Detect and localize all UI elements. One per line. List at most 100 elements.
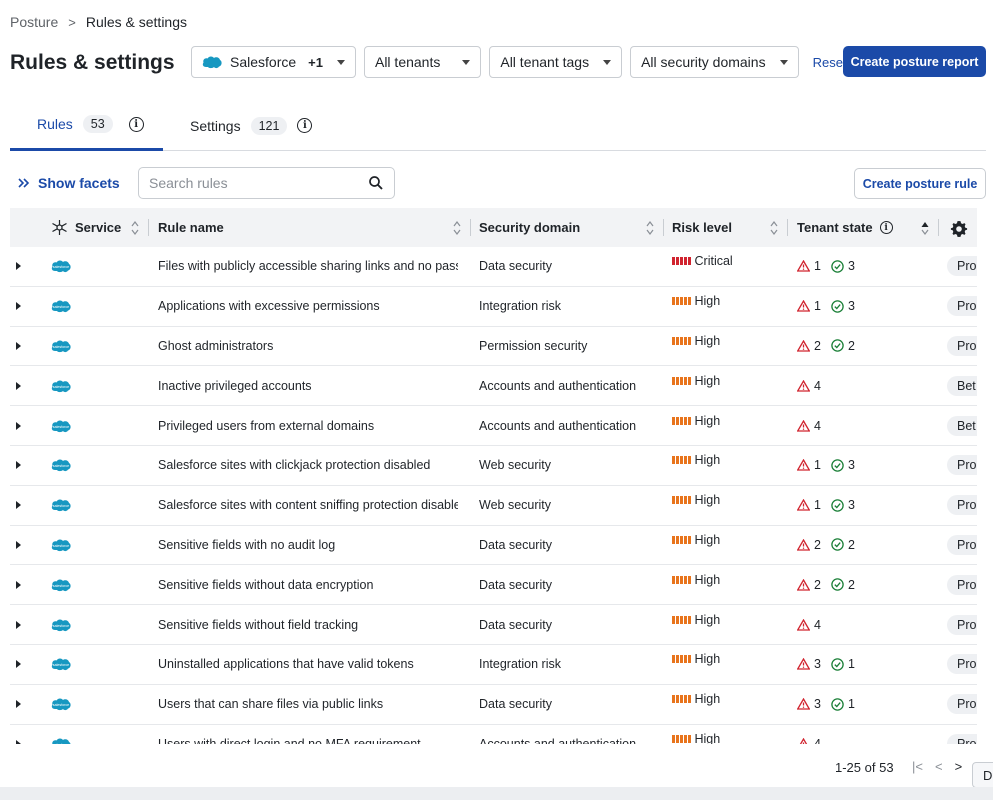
rule-name[interactable]: Users that can share files via public li… <box>158 697 384 712</box>
status-badge-label: Pro <box>947 296 977 317</box>
rule-name[interactable]: Users with direct login and no MFA requi… <box>158 736 421 744</box>
status-badge: Pro <box>947 685 977 724</box>
search-input[interactable] <box>149 175 368 191</box>
expand-row-icon[interactable] <box>16 685 24 724</box>
tab-rules[interactable]: Rules 53 i <box>10 100 163 151</box>
risk-level: High <box>672 441 720 480</box>
security-domain: Data security <box>479 577 552 592</box>
create-posture-rule-button[interactable]: Create posture rule <box>854 168 986 199</box>
tab-settings[interactable]: Settings 121 i <box>190 100 313 151</box>
security-domain: Integration risk <box>479 299 561 314</box>
rule-name[interactable]: Sensitive fields without field tracking <box>158 617 359 632</box>
table-row[interactable]: salesforce Privileged users from external… <box>10 406 977 446</box>
tenant-tags-filter[interactable]: All tenant tags <box>489 46 623 78</box>
column-tenant-state[interactable]: Tenant state i <box>797 208 893 247</box>
column-divider[interactable] <box>663 219 664 236</box>
info-icon[interactable]: i <box>297 118 313 133</box>
first-page-icon[interactable]: |< <box>912 759 923 774</box>
table-row[interactable]: salesforce Salesforce sites with content … <box>10 486 977 526</box>
show-facets-button[interactable]: Show facets <box>18 175 120 191</box>
sort-icon[interactable] <box>646 208 654 247</box>
security-domains-filter[interactable]: All security domains <box>630 46 799 78</box>
salesforce-icon <box>202 56 222 69</box>
column-divider[interactable] <box>470 219 471 236</box>
column-security-domain[interactable]: Security domain <box>479 208 580 247</box>
column-rule-name[interactable]: Rule name <box>158 208 224 247</box>
warning-count: 3 <box>814 657 821 672</box>
security-domain: Accounts and authentication <box>479 378 637 393</box>
rule-name[interactable]: Privileged users from external domains <box>158 418 375 433</box>
expand-row-icon[interactable] <box>16 565 24 604</box>
corner-tab[interactable]: D <box>972 762 993 788</box>
info-icon[interactable]: i <box>879 221 893 234</box>
sort-ascending-icon[interactable] <box>921 208 929 247</box>
table-row[interactable]: salesforce Uninstalled applications that … <box>10 645 977 685</box>
expand-row-icon[interactable] <box>16 327 24 366</box>
risk-bars-icon <box>672 336 691 345</box>
status-badge-label: Pro <box>947 614 977 635</box>
reset-link[interactable]: Reset <box>812 54 847 70</box>
horizontal-scrollbar[interactable] <box>0 787 993 800</box>
service-filter[interactable]: Salesforce +1 <box>191 46 356 78</box>
column-divider[interactable] <box>938 219 939 236</box>
expand-row-icon[interactable] <box>16 526 24 565</box>
tenants-filter[interactable]: All tenants <box>363 46 482 78</box>
info-icon[interactable]: i <box>128 116 144 132</box>
expand-row-icon[interactable] <box>16 366 24 405</box>
column-risk-level-label: Risk level <box>672 220 732 235</box>
search-icon[interactable] <box>368 175 384 191</box>
table-row[interactable]: salesforce Salesforce sites with clickjac… <box>10 446 977 486</box>
column-divider[interactable] <box>148 219 149 236</box>
table-row[interactable]: salesforce Users that can share files via… <box>10 685 977 725</box>
warning-count: 2 <box>814 577 821 592</box>
column-risk-level[interactable]: Risk level <box>672 208 732 247</box>
rule-name[interactable]: Files with publicly accessible sharing l… <box>158 259 458 274</box>
rule-name[interactable]: Applications with excessive permissions <box>158 299 380 314</box>
filter-bar: Salesforce +1 All tenants All tenant tag… <box>191 46 847 78</box>
rule-name[interactable]: Sensitive fields with no audit log <box>158 537 336 552</box>
rule-name[interactable]: Salesforce sites with clickjack protecti… <box>158 458 431 473</box>
rule-name[interactable]: Inactive privileged accounts <box>158 378 312 393</box>
table-row[interactable]: salesforce Files with publicly accessible… <box>10 247 977 287</box>
warning-icon <box>797 499 810 511</box>
sort-icon[interactable] <box>770 208 778 247</box>
create-posture-report-button[interactable]: Create posture report <box>843 46 986 77</box>
expand-row-icon[interactable] <box>16 486 24 525</box>
table-row[interactable]: salesforce Inactive privileged accounts Ac… <box>10 366 977 407</box>
expand-row-icon[interactable] <box>16 605 24 644</box>
svg-text:salesforce: salesforce <box>53 265 69 269</box>
gear-icon[interactable] <box>950 220 968 238</box>
salesforce-icon: salesforce <box>51 725 71 744</box>
security-domain: Accounts and authentication <box>479 736 637 744</box>
expand-row-icon[interactable] <box>16 725 24 744</box>
next-page-icon[interactable]: > <box>954 759 963 774</box>
column-divider[interactable] <box>787 219 788 236</box>
table-row[interactable]: salesforce Sensitive fields without field… <box>10 605 977 645</box>
column-service[interactable]: Service <box>51 208 121 247</box>
sort-icon[interactable] <box>131 208 139 247</box>
expand-row-icon[interactable] <box>16 247 24 286</box>
table-row[interactable]: salesforce Sensitive fields without data … <box>10 565 977 606</box>
status-badge-label: Pro <box>947 534 977 555</box>
expand-row-icon[interactable] <box>16 645 24 684</box>
warning-icon <box>797 737 810 744</box>
table-row[interactable]: salesforce Sensitive fields with no audit… <box>10 526 977 566</box>
rule-name[interactable]: Ghost administrators <box>158 338 274 353</box>
expand-row-icon[interactable] <box>16 406 24 445</box>
breadcrumb-posture[interactable]: Posture <box>10 14 59 30</box>
sort-icon[interactable] <box>453 208 461 247</box>
previous-page-icon[interactable]: < <box>934 759 943 774</box>
warning-icon <box>797 538 810 551</box>
breadcrumb: Posture > Rules & settings <box>10 14 187 30</box>
expand-row-icon[interactable] <box>16 446 24 485</box>
check-circle-icon <box>825 339 844 353</box>
rule-name[interactable]: Sensitive fields without data encryption <box>158 577 374 592</box>
table-row[interactable]: salesforce Applications with excessive pe… <box>10 287 977 327</box>
salesforce-icon: salesforce <box>51 287 71 326</box>
rule-name[interactable]: Uninstalled applications that have valid… <box>158 657 414 672</box>
expand-row-icon[interactable] <box>16 287 24 326</box>
table-row[interactable]: salesforce Users with direct login and no… <box>10 725 977 744</box>
rule-name[interactable]: Salesforce sites with content sniffing p… <box>158 498 458 513</box>
table-row[interactable]: salesforce Ghost administrators Permission… <box>10 327 977 367</box>
